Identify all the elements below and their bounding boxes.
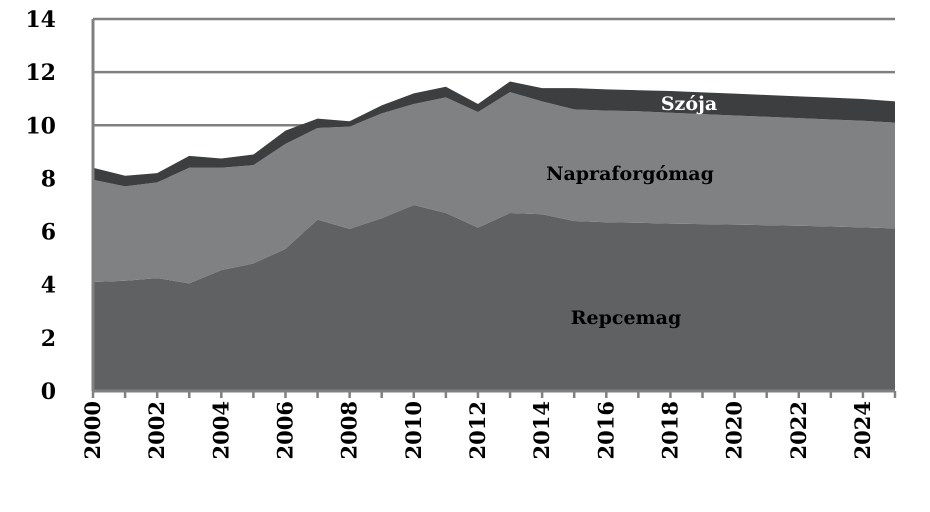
area-label-repcemag: Repcemag	[571, 307, 682, 329]
x-tick-label: 2012	[465, 401, 490, 459]
x-tick-label: 2020	[722, 401, 747, 459]
area-repcemag	[93, 205, 895, 391]
area-labels: Repcemag Napraforgómag Szója	[546, 93, 717, 329]
y-tick-label: 8	[41, 166, 56, 192]
x-tick-label: 2016	[593, 401, 618, 459]
area-label-szója: Szója	[661, 93, 717, 115]
x-tick-label: 2000	[80, 401, 105, 459]
y-tick-label: 0	[41, 379, 56, 405]
area-label-napraforgómag: Napraforgómag	[546, 163, 714, 185]
x-tick-label: 2010	[401, 401, 426, 459]
area-szója	[93, 81, 895, 187]
x-tick-label: 2014	[529, 401, 554, 459]
y-axis-ticks: 0 2 4 6 8 10 12 14	[25, 7, 56, 405]
x-tick-label: 2018	[657, 401, 682, 459]
x-tick-label: 2004	[208, 401, 233, 459]
area-series	[93, 81, 895, 391]
y-tick-label: 4	[41, 273, 56, 299]
x-tick-label: 2008	[337, 401, 362, 459]
x-tick-label: 2006	[272, 401, 297, 459]
y-tick-label: 10	[25, 113, 56, 139]
area-napraforgómag	[93, 92, 895, 284]
y-tick-label: 6	[41, 220, 56, 246]
y-tick-label: 2	[41, 326, 56, 352]
x-tick-label: 2024	[850, 401, 875, 459]
y-tick-label: 14	[25, 7, 56, 33]
y-tick-label: 12	[25, 60, 56, 86]
x-tick-label: 2022	[786, 401, 811, 459]
x-tick-label: 2002	[144, 401, 169, 459]
axes	[91, 19, 897, 398]
x-axis-ticks: 2000 2002 2004 2006 2008 2010 2012 2014 2016 2018…	[80, 401, 875, 459]
